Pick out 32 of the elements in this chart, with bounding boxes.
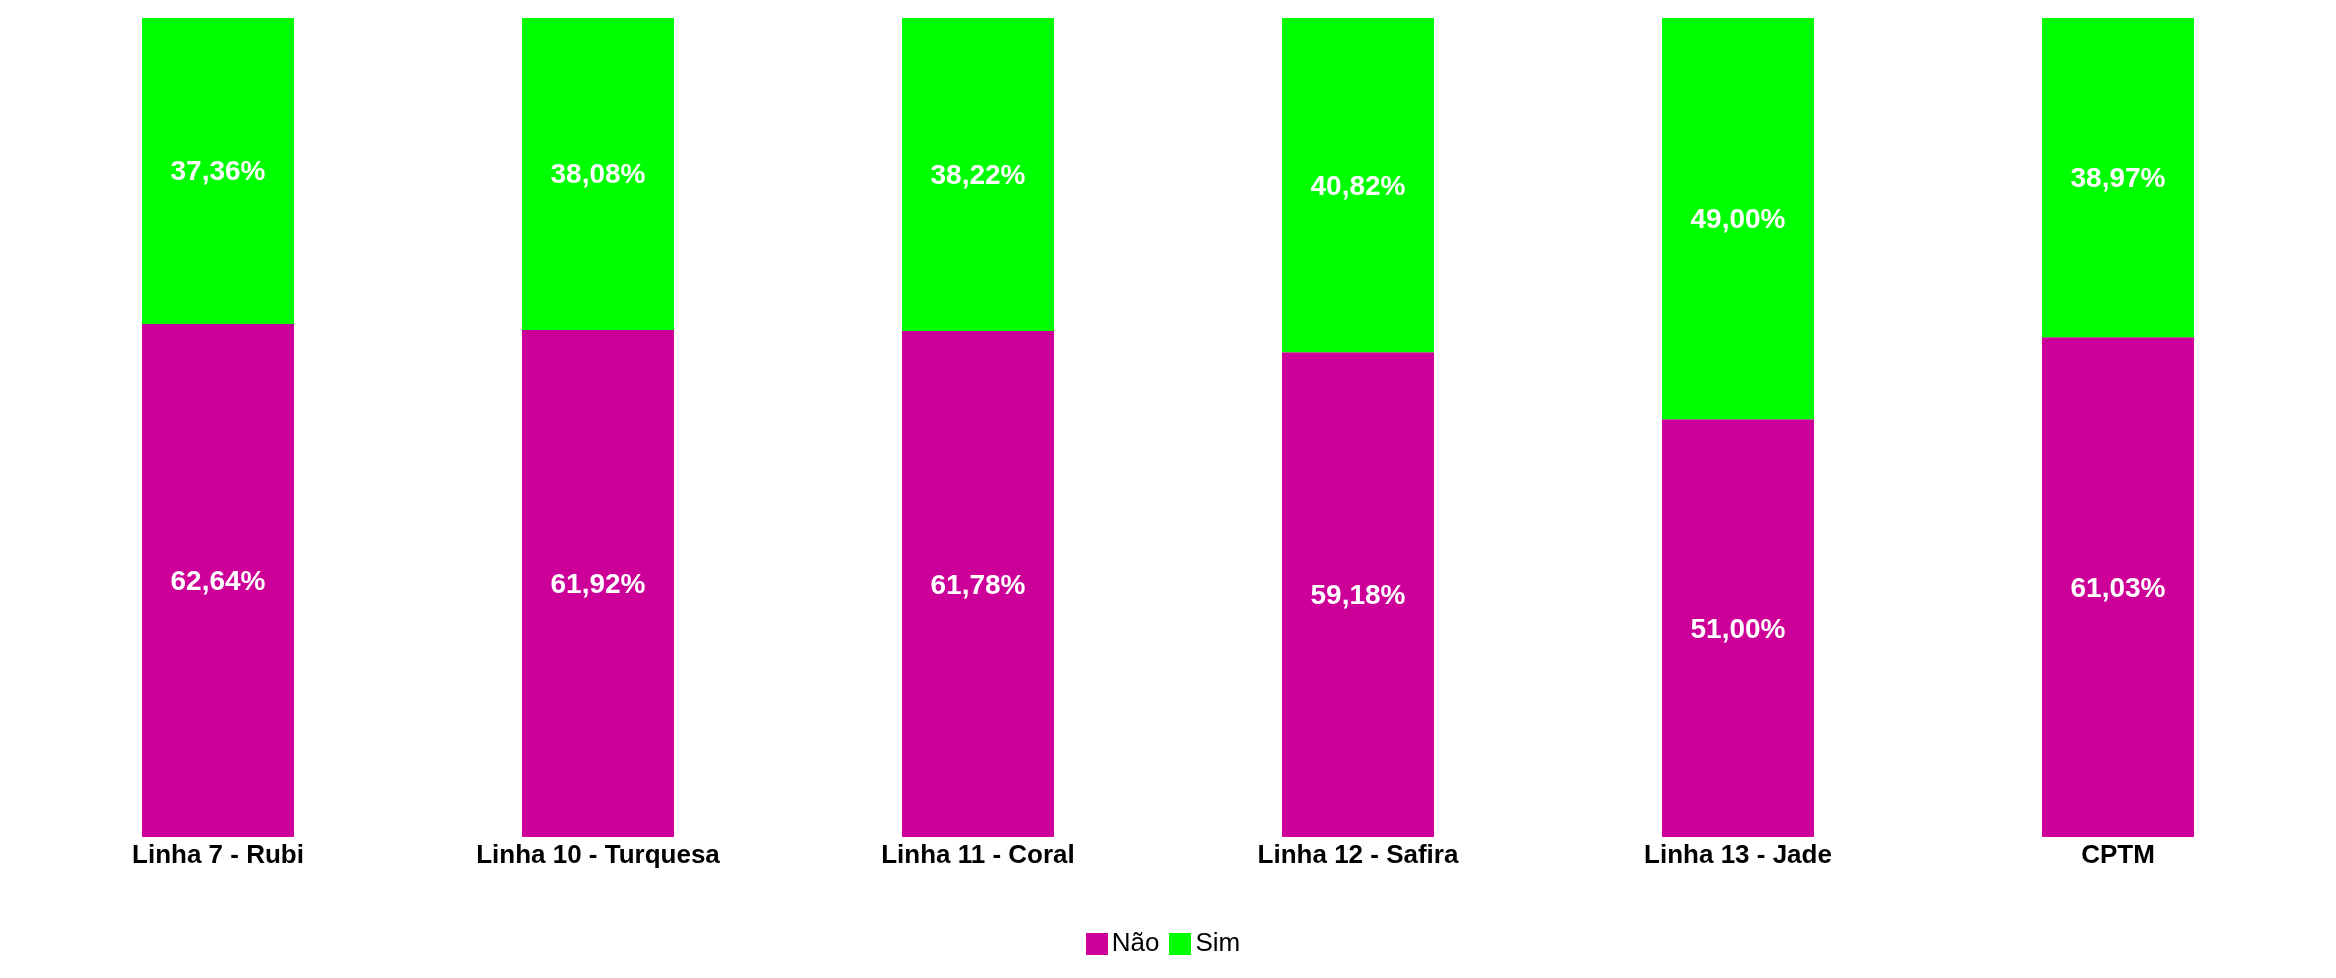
- bar: [142, 323, 294, 837]
- legend-label: Sim: [1195, 927, 1241, 957]
- x-tick-label: CPTM: [2081, 839, 2155, 870]
- data-label: 61,92%: [550, 567, 646, 599]
- x-tick-label: Linha 10 - Turquesa: [476, 839, 721, 870]
- x-tick-label: Linha 7 - Rubi: [132, 839, 304, 870]
- x-tick-label: Linha 13 - Jade: [1644, 839, 1832, 870]
- data-label: 61,03%: [2070, 571, 2166, 603]
- bar: [902, 18, 1054, 332]
- bar: [2042, 18, 2194, 338]
- bar: [1282, 352, 1434, 837]
- data-label: 38,08%: [550, 158, 646, 190]
- data-label: 38,97%: [2070, 162, 2166, 194]
- bar: [902, 331, 1054, 837]
- bar: [1282, 18, 1434, 353]
- data-label: 40,82%: [1310, 169, 1406, 201]
- data-label: 61,78%: [930, 568, 1026, 600]
- x-tick-label: Linha 11 - Coral: [881, 839, 1075, 870]
- data-label: 51,00%: [1690, 612, 1786, 644]
- data-label: 37,36%: [170, 155, 266, 187]
- bar: [1662, 419, 1814, 837]
- bar: [2042, 337, 2194, 837]
- data-label: 38,22%: [930, 159, 1026, 191]
- data-label: 49,00%: [1690, 203, 1786, 235]
- legend-label: Não: [1111, 927, 1160, 957]
- bar: [1662, 18, 1814, 420]
- bar: [522, 329, 674, 837]
- data-label: 62,64%: [170, 564, 266, 596]
- bar: [142, 18, 294, 324]
- data-label: 59,18%: [1310, 579, 1406, 611]
- bar: [522, 18, 674, 330]
- x-tick-label: Linha 12 - Safira: [1257, 839, 1459, 870]
